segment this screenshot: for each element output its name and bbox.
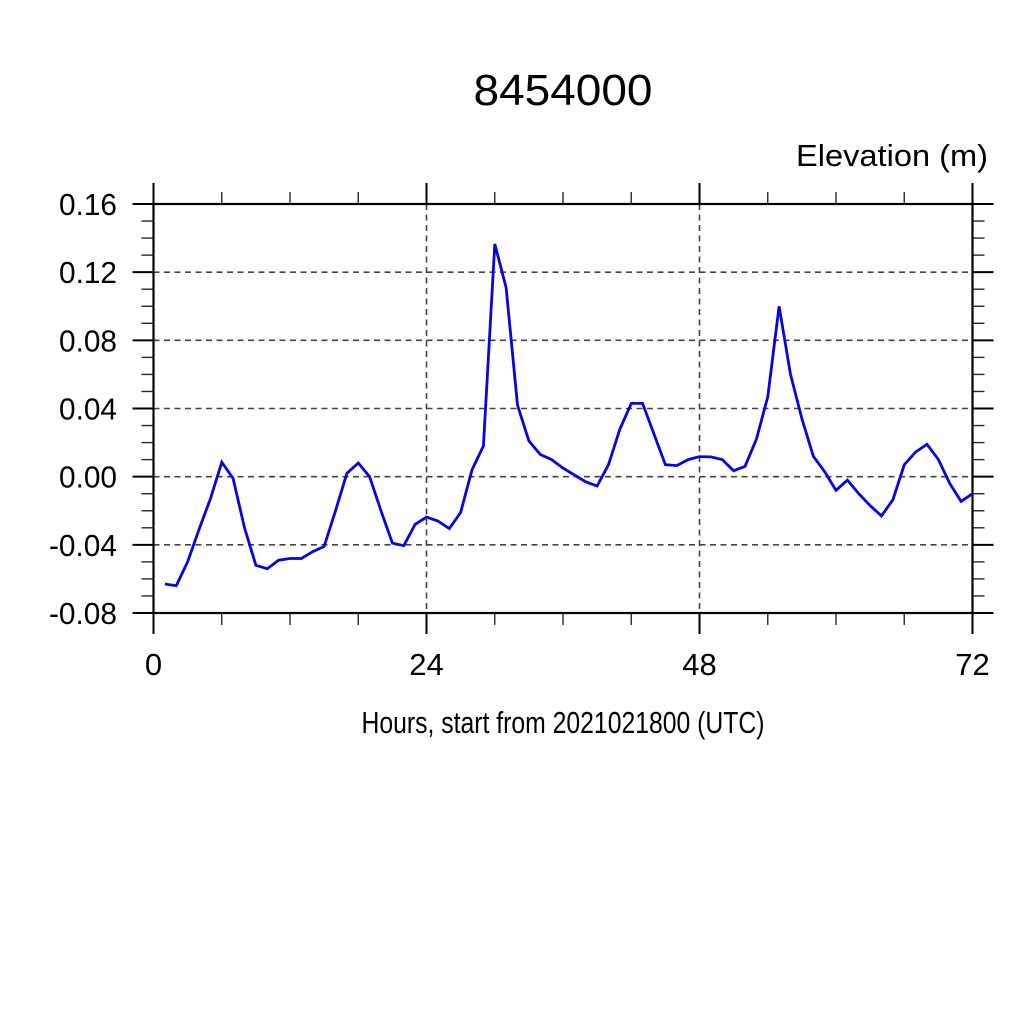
y-tick-label: 0.04	[59, 392, 117, 427]
x-tick-label: 24	[409, 647, 443, 682]
x-axis-title: Hours, start from 2021021800 (UTC)	[362, 705, 765, 740]
y-tick-label: 0.12	[59, 255, 117, 290]
chart-plot-area: 0 24 48 72 -0.08 -0.04 0.00 0.04 0.08 0.12 0.16	[49, 183, 994, 682]
chart-title: 8454000	[474, 66, 653, 115]
y-tick-label: 0.16	[59, 187, 117, 222]
y-tick-label: 0.08	[59, 323, 117, 358]
y-tick-label: -0.04	[49, 528, 117, 563]
y-tick-label: -0.08	[49, 596, 117, 631]
plot-border	[152, 202, 974, 615]
y-tick-label: 0.00	[59, 460, 117, 495]
x-tick-label: 72	[955, 647, 989, 682]
x-tick-label: 0	[145, 647, 162, 682]
x-tick-label: 48	[682, 647, 716, 682]
y-axis-title: Elevation (m)	[796, 138, 988, 173]
elevation-line	[164, 243, 974, 588]
